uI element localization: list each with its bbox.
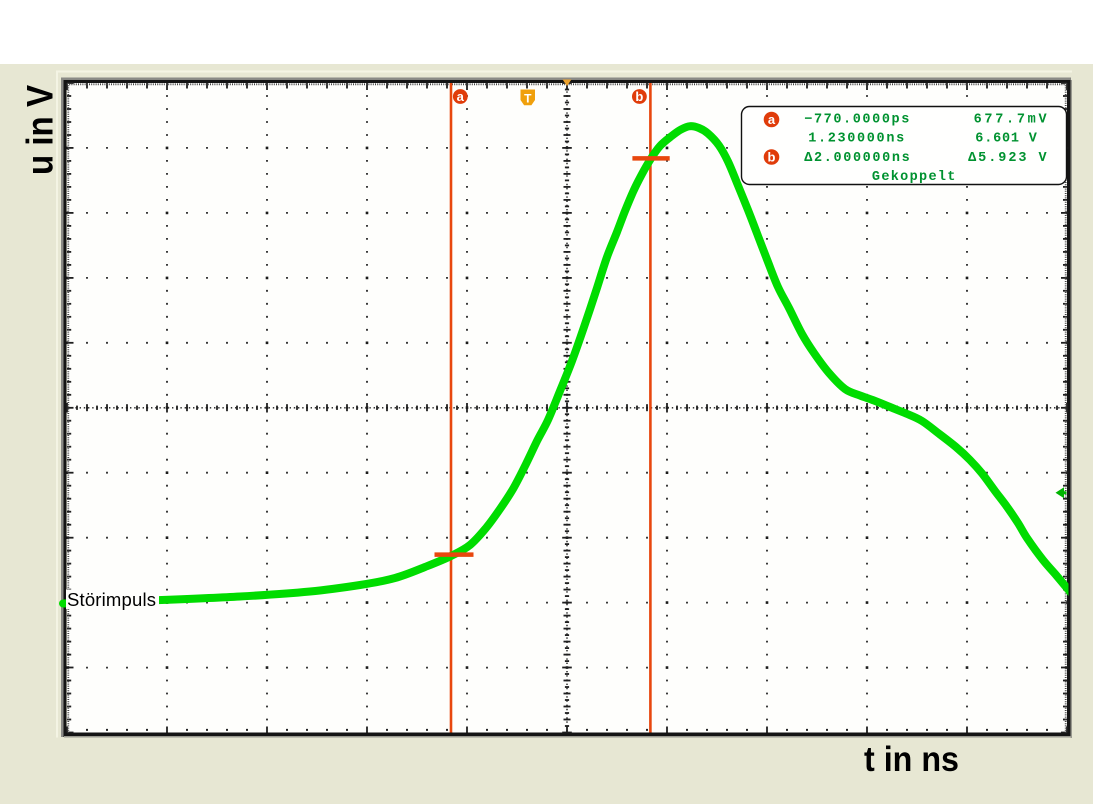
svg-text:−770.0000ps: −770.0000ps bbox=[804, 113, 909, 128]
svg-text:1.230000ns: 1.230000ns bbox=[808, 131, 904, 146]
svg-text:b: b bbox=[768, 150, 776, 165]
svg-text:677.7mV: 677.7mV bbox=[974, 113, 1048, 128]
svg-text:a: a bbox=[768, 112, 776, 127]
svg-text:a: a bbox=[457, 89, 465, 104]
svg-text:Δ5.923 V: Δ5.923 V bbox=[968, 151, 1047, 166]
svg-text:6.601 V: 6.601 V bbox=[975, 131, 1037, 146]
svg-text:b: b bbox=[635, 89, 643, 104]
svg-text:T: T bbox=[524, 92, 532, 106]
svg-text:Gekoppelt: Gekoppelt bbox=[872, 170, 956, 185]
svg-text:Störimpuls: Störimpuls bbox=[67, 589, 156, 610]
svg-text:t in ns: t in ns bbox=[864, 739, 959, 779]
svg-text:u in V: u in V bbox=[20, 85, 61, 175]
svg-text:Δ2.000000ns: Δ2.000000ns bbox=[804, 151, 909, 166]
